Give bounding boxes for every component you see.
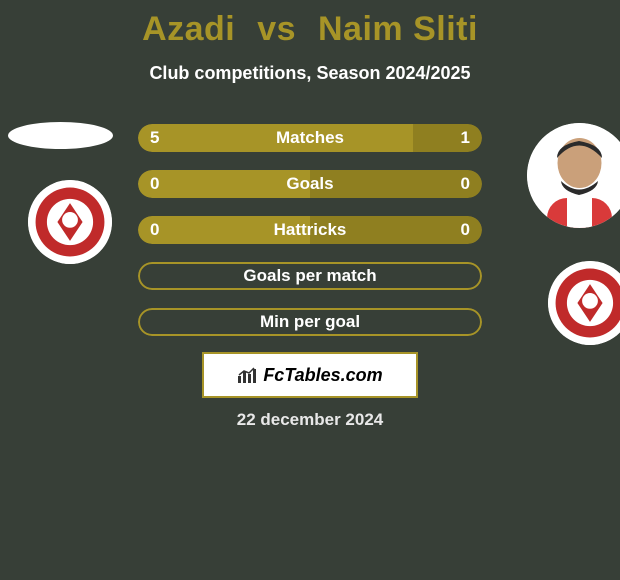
stat-label: Goals per match [243,266,376,286]
subtitle: Club competitions, Season 2024/2025 [0,63,620,84]
stat-bar-right [310,170,482,198]
comparison-card: Azadi vs Naim Sliti Club competitions, S… [0,0,620,580]
stat-row: 5 1 Matches [138,124,482,152]
brand-text: FcTables.com [263,365,382,386]
stat-label: Min per goal [260,312,360,332]
stat-bar-left [138,170,310,198]
stat-row: Goals per match [138,262,482,290]
date-text: 22 december 2024 [0,410,620,430]
stat-value-left: 0 [150,220,159,240]
player-2-avatar [527,123,620,228]
stat-value-right: 0 [461,174,470,194]
stat-label: Goals [286,174,333,194]
brand-box[interactable]: FcTables.com [202,352,418,398]
stat-value-right: 0 [461,220,470,240]
stat-row: 0 0 Goals [138,170,482,198]
stat-label: Matches [276,128,344,148]
stat-value-right: 1 [461,128,470,148]
stat-row: 0 0 Hattricks [138,216,482,244]
stats-bars: 5 1 Matches 0 0 Goals 0 0 Hattricks Goals per mat… [138,124,482,354]
title-player-2: Naim Sliti [318,10,478,48]
player-1-club-badge [28,180,112,264]
stat-value-left: 0 [150,174,159,194]
page-title: Azadi vs Naim Sliti [0,0,620,49]
stat-row: Min per goal [138,308,482,336]
brand-chart-icon [237,366,259,384]
stat-bar-right [413,124,482,152]
title-player-1: Azadi [142,10,235,48]
title-vs: vs [257,10,296,48]
player-2-club-badge [548,261,620,345]
player-1-avatar [8,122,113,149]
stat-label: Hattricks [274,220,347,240]
stat-value-left: 5 [150,128,159,148]
